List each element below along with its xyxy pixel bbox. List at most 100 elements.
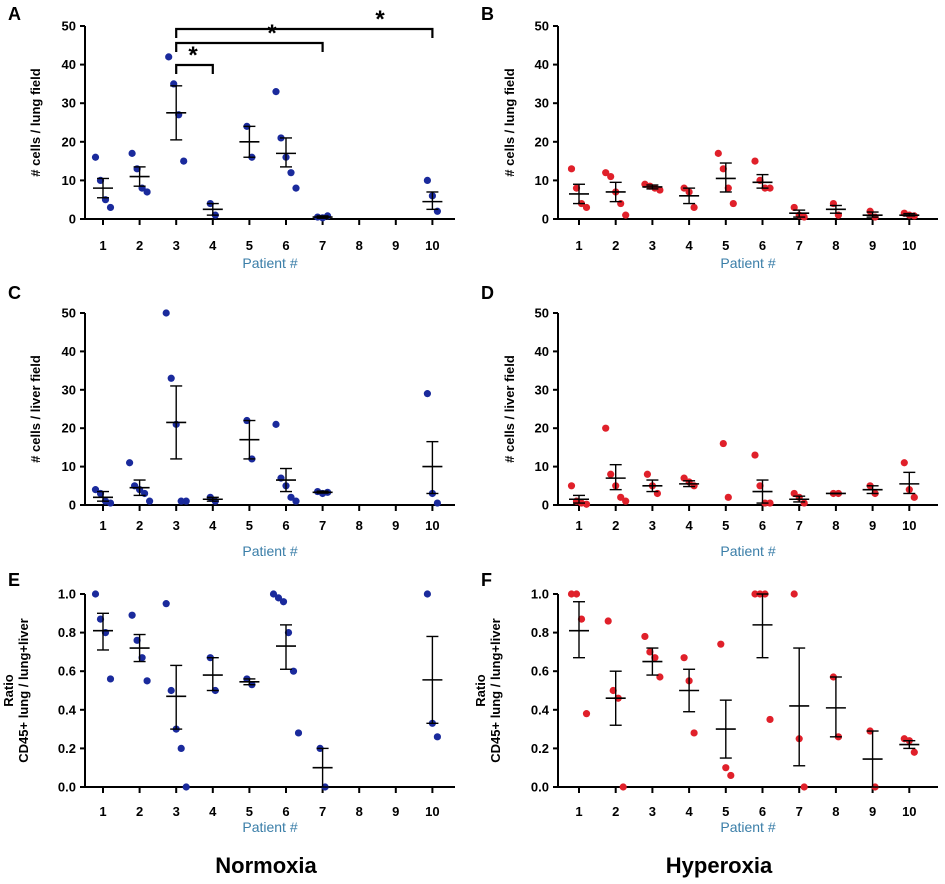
x-axis-title: Patient # (720, 543, 775, 559)
data-point (751, 590, 759, 598)
y-tick-label: 10 (62, 459, 76, 474)
y-tick-label: 40 (62, 57, 76, 72)
x-tick-label: 10 (425, 518, 439, 533)
y-tick-label: 0 (69, 498, 76, 513)
data-point (274, 594, 283, 602)
y-tick-label: 20 (62, 134, 76, 149)
x-tick-label: 1 (575, 238, 582, 253)
y-axis-title-ratio: Ratio (473, 674, 488, 707)
x-tick-label: 3 (649, 804, 656, 819)
significance-bracket (175, 41, 324, 52)
data-point (766, 184, 774, 192)
data-point (162, 600, 170, 608)
data-point (167, 686, 175, 695)
data-point (602, 424, 610, 432)
data-point (106, 203, 115, 212)
significance-star: * (375, 6, 385, 33)
x-tick-label: 2 (612, 518, 619, 533)
x-tick-label: 2 (136, 518, 143, 533)
x-tick-label: 8 (356, 238, 363, 253)
x-tick-label: 9 (869, 518, 876, 533)
panel-F: F 0.0 0.2 0.4 0.6 0.8 1.0 1 2 3 4 5 6 7 8 9 10 Patient # C… (473, 570, 938, 835)
data-point (910, 493, 918, 501)
y-tick-label: 10 (62, 173, 76, 188)
x-tick-label: 3 (173, 804, 180, 819)
data-point (423, 390, 431, 398)
x-tick-label: 2 (612, 238, 619, 253)
data-point (106, 675, 115, 683)
x-tick-label: 10 (902, 238, 916, 253)
data-point (433, 733, 441, 741)
y-tick-label: 50 (62, 19, 76, 34)
data-point (433, 499, 441, 507)
y-axis-title-ratio: Ratio (1, 674, 16, 707)
data-point (641, 632, 649, 641)
panel-C: C 0 10 20 30 40 50 1 2 3 4 5 6 7 8 9 10 Patient # # cells … (8, 283, 455, 559)
data-point (622, 211, 630, 219)
panel-D: D 0 10 20 30 40 50 1 2 3 4 5 6 7 8 9 10 Patient # # cells … (481, 283, 938, 559)
data-point (719, 439, 727, 448)
data-point (800, 783, 808, 791)
data-point (643, 470, 652, 478)
data-point (294, 729, 303, 737)
data-point (617, 493, 625, 501)
y-tick-label: 0.2 (531, 741, 549, 756)
data-point (423, 590, 431, 598)
data-point (602, 169, 610, 177)
data-point (91, 153, 100, 161)
x-tick-label: 4 (209, 804, 217, 819)
data-point (91, 590, 100, 598)
x-tick-label: 1 (99, 238, 106, 253)
x-tick-label: 5 (246, 804, 253, 819)
y-tick-label: 30 (62, 382, 76, 397)
y-tick-label: 0.2 (58, 741, 76, 756)
x-axis-title: Patient # (242, 255, 297, 271)
data-point (146, 497, 154, 505)
x-tick-label: 8 (356, 518, 363, 533)
x-tick-label: 7 (319, 238, 326, 253)
x-tick-label: 9 (392, 238, 399, 253)
data-point (292, 497, 300, 505)
data-point (766, 499, 774, 507)
significance-star: * (188, 42, 198, 69)
data-point (900, 459, 908, 467)
y-tick-label: 0 (542, 212, 549, 227)
x-tick-label: 5 (722, 518, 729, 533)
y-tick-label: 0.8 (531, 625, 549, 640)
data-point (800, 499, 808, 507)
data-point (292, 184, 300, 192)
x-tick-label: 7 (796, 238, 803, 253)
x-axis-title: Patient # (720, 819, 775, 835)
y-tick-label: 30 (535, 96, 549, 111)
x-tick-label: 4 (685, 804, 693, 819)
y-tick-label: 0 (542, 498, 549, 513)
data-point (790, 489, 798, 498)
hyperoxia-label: Hyperoxia (666, 853, 773, 878)
x-tick-label: 3 (173, 518, 180, 533)
y-tick-label: 40 (62, 344, 76, 359)
y-tick-label: 0.6 (531, 664, 549, 679)
x-tick-label: 3 (173, 238, 180, 253)
x-tick-label: 6 (759, 518, 766, 533)
x-tick-label: 1 (575, 804, 582, 819)
x-tick-label: 3 (649, 238, 656, 253)
data-point (177, 744, 185, 753)
data-point (607, 470, 615, 478)
data-point (279, 598, 288, 606)
y-tick-label: 0.4 (531, 702, 550, 717)
y-axis-title: # cells / liver field (502, 355, 517, 463)
y-tick-label: 30 (535, 382, 549, 397)
data-point (604, 617, 612, 625)
x-tick-label: 7 (319, 804, 326, 819)
x-tick-label: 7 (796, 518, 803, 533)
x-tick-label: 10 (425, 804, 439, 819)
data-point (790, 203, 798, 212)
data-point (567, 590, 576, 598)
y-tick-label: 1.0 (58, 587, 76, 602)
data-point (182, 497, 190, 505)
data-point (167, 374, 175, 382)
normoxia-label: Normoxia (215, 853, 317, 878)
x-tick-label: 6 (282, 238, 289, 253)
data-point (177, 497, 185, 505)
y-axis-title: # cells / liver field (28, 355, 43, 463)
